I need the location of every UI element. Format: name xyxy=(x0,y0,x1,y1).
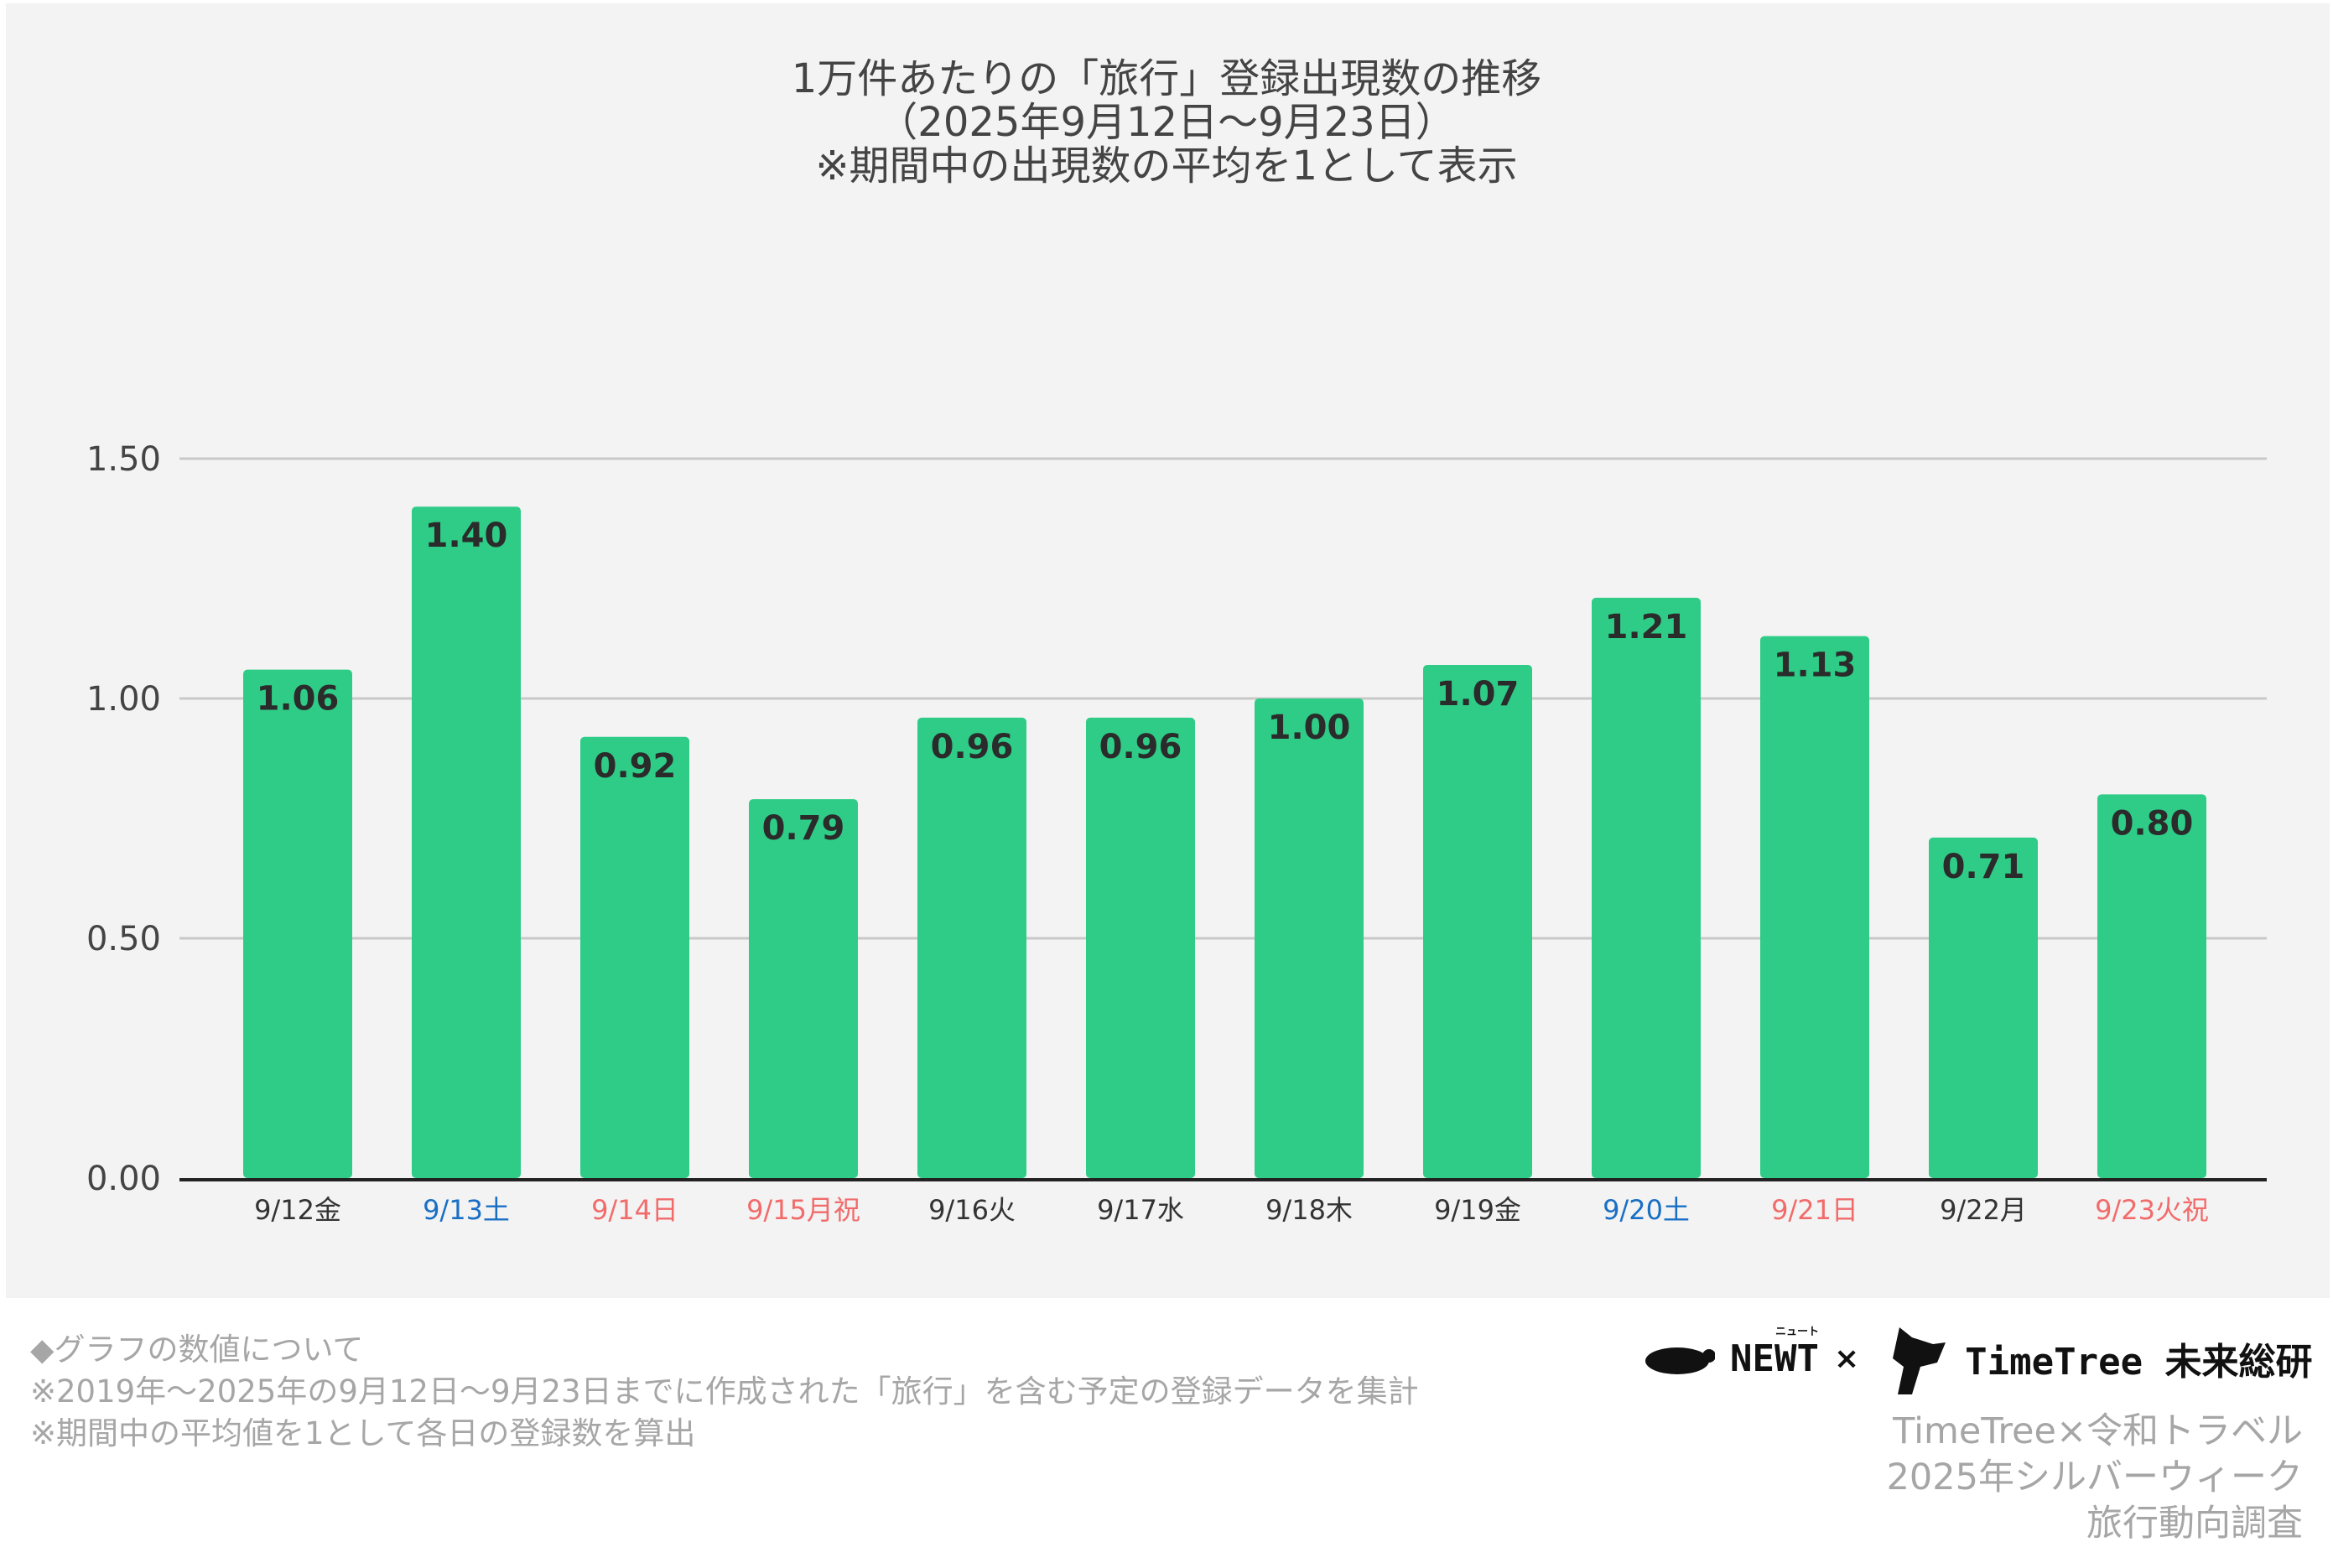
x-tick-label: 9/20土 xyxy=(1603,1194,1690,1226)
y-tick-label: 0.50 xyxy=(86,920,161,958)
y-tick-label: 0.00 xyxy=(86,1160,161,1198)
note-heading: ◆グラフの数値について xyxy=(30,1332,364,1368)
bar-value-label: 0.96 xyxy=(1099,728,1182,766)
x-tick-label: 9/19金 xyxy=(1434,1194,1521,1226)
x-tick-label: 9/23火祝 xyxy=(2095,1194,2209,1226)
note-1: ※2019年〜2025年の9月12日〜9月23日までに作成された「旅行」を含む予… xyxy=(30,1373,1419,1410)
bar xyxy=(1929,837,2038,1178)
bar xyxy=(749,799,858,1178)
bar xyxy=(2097,794,2206,1178)
x-tick-label: 9/16火 xyxy=(928,1194,1016,1226)
logo-times: × xyxy=(1833,1341,1860,1376)
title-line-1: 1万件あたりの「旅行」登録出現数の推移 xyxy=(791,55,1542,102)
x-tick-label: 9/12金 xyxy=(254,1194,341,1226)
bar xyxy=(1592,597,1701,1178)
x-tick-label: 9/22月 xyxy=(1940,1194,2027,1226)
bar-value-label: 1.21 xyxy=(1605,608,1688,646)
bar-value-label: 1.07 xyxy=(1437,675,1520,714)
bar xyxy=(580,736,689,1178)
bar xyxy=(412,506,521,1178)
bar-value-label: 1.06 xyxy=(257,680,340,719)
bar xyxy=(243,669,352,1178)
footer-notes: ◆グラフの数値について ※2019年〜2025年の9月12日〜9月23日までに作… xyxy=(30,1329,1419,1455)
logos: NEWT ニュート × TimeTree 未来総研 xyxy=(1635,1321,2313,1396)
bar-value-label: 0.79 xyxy=(762,809,845,848)
bar-value-label: 1.40 xyxy=(425,517,508,555)
timetree-character-icon xyxy=(1893,1327,1946,1394)
x-tick-label: 9/21日 xyxy=(1771,1194,1858,1226)
x-tick-label: 9/18木 xyxy=(1265,1194,1353,1226)
footer-credit: TimeTree×令和トラベル 2025年シルバーウィーク 旅行動向調査 xyxy=(1887,1409,2303,1547)
bar-value-label: 0.96 xyxy=(931,728,1014,766)
turtle-logo-icon xyxy=(1645,1347,1715,1374)
x-tick-label: 9/13土 xyxy=(423,1194,510,1226)
bar xyxy=(917,717,1026,1178)
credit-line-1: TimeTree×令和トラベル xyxy=(1893,1410,2303,1452)
bar-value-label: 0.92 xyxy=(594,747,677,786)
y-tick-label: 1.00 xyxy=(86,680,161,719)
title-line-2: （2025年9月12日〜9月23日） xyxy=(877,99,1456,146)
bar-value-label: 1.00 xyxy=(1268,709,1351,747)
y-tick-label: 1.50 xyxy=(86,440,161,479)
newt-logo-text: NEWT xyxy=(1730,1337,1819,1380)
bar-chart: 0.00 0.50 1.00 1.50 1.06 9/12金 1.40 9/13土 0.92 9/… xyxy=(86,440,2267,1226)
bar xyxy=(1255,698,1364,1178)
x-tick-label: 9/17水 xyxy=(1097,1194,1184,1226)
bar-value-label: 0.71 xyxy=(1942,848,2025,886)
timetree-logo-text: TimeTree 未来総研 xyxy=(1965,1341,2313,1384)
x-tick-label: 9/14日 xyxy=(591,1194,678,1226)
bar xyxy=(1760,636,1869,1178)
chart-title: 1万件あたりの「旅行」登録出現数の推移 （2025年9月12日〜9月23日） ※… xyxy=(0,57,2333,188)
bar-value-label: 0.80 xyxy=(2111,804,2194,843)
bar-value-label: 1.13 xyxy=(1774,646,1857,685)
credit-line-2: 2025年シルバーウィーク xyxy=(1886,1456,2303,1498)
newt-ruby: ニュート xyxy=(1774,1325,1819,1338)
credit-line-3: 旅行動向調査 xyxy=(2086,1503,2303,1545)
bar xyxy=(1086,717,1195,1178)
bar xyxy=(1423,664,1532,1178)
x-tick-label: 9/15月祝 xyxy=(746,1194,860,1226)
title-line-3: ※期間中の出現数の平均を1として表示 xyxy=(815,143,1518,190)
note-2: ※期間中の平均値を1として各日の登録数を算出 xyxy=(30,1415,696,1451)
